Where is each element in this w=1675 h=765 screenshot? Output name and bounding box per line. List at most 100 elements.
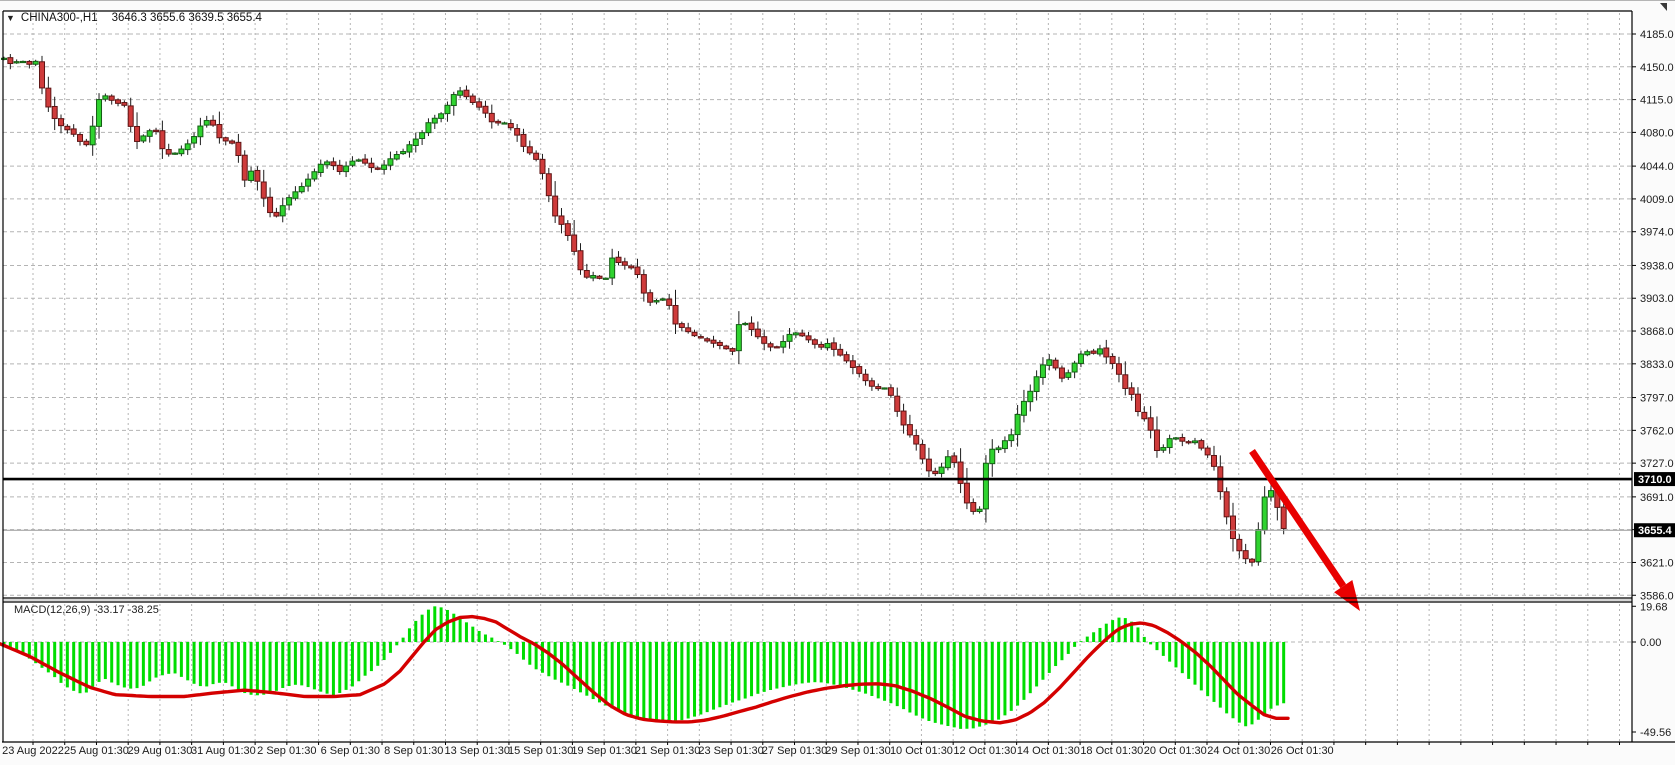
candle <box>1 56 7 61</box>
candle <box>995 445 1002 453</box>
price-tick-label: 3938.0 <box>1640 260 1674 272</box>
candle <box>393 150 400 161</box>
candle <box>1027 384 1034 412</box>
candle <box>482 100 489 118</box>
candle <box>514 124 521 142</box>
candle <box>1052 357 1059 371</box>
candle <box>507 119 514 131</box>
candle <box>298 182 305 194</box>
hline-price-tag: 3710.0 <box>1634 472 1675 487</box>
candle <box>906 414 913 438</box>
time-tick-label: 10 Oct 01:30 <box>890 745 953 757</box>
candle <box>267 187 274 218</box>
candle <box>1008 428 1015 447</box>
axes[interactable]: 4185.0 4150.0 4115.0 4080.0 4044.0 4009.0 3974… <box>2 10 1675 757</box>
candle <box>571 220 578 256</box>
candle <box>355 158 362 162</box>
candle <box>1268 485 1274 502</box>
candle <box>659 297 666 302</box>
candle <box>412 132 419 153</box>
candle <box>305 173 312 192</box>
candle <box>970 498 977 515</box>
candle <box>450 91 457 116</box>
price-tick-label: 3974.0 <box>1640 227 1674 239</box>
candle <box>723 344 730 350</box>
price-tick-label: 4185.0 <box>1640 29 1674 41</box>
candle <box>1229 502 1236 552</box>
candle <box>1242 543 1249 565</box>
candle <box>165 143 172 157</box>
macd-tick-label: 19.68 <box>1640 601 1668 613</box>
candle <box>13 59 20 64</box>
candle <box>64 124 71 134</box>
candle <box>51 96 58 131</box>
candle <box>590 271 597 282</box>
price-tick-label: 3903.0 <box>1640 293 1674 305</box>
candle <box>210 115 217 127</box>
candle <box>640 269 647 302</box>
candle <box>96 93 103 139</box>
candle <box>102 93 109 102</box>
candle <box>127 97 134 132</box>
time-tick-label: 19 Sep 01:30 <box>571 745 636 757</box>
candle <box>20 60 27 64</box>
candle <box>761 329 768 351</box>
candle <box>77 132 84 146</box>
candle <box>279 197 286 223</box>
candle <box>805 331 812 343</box>
candle <box>1033 370 1040 401</box>
candle <box>178 145 185 157</box>
candle <box>317 159 324 177</box>
candle <box>241 150 248 188</box>
candle <box>83 138 90 147</box>
macd-indicator-label: MACD(12,26,9) -33.17 -38.25 <box>14 604 159 616</box>
candle <box>1172 436 1179 441</box>
price-tick-label: 3762.0 <box>1640 425 1674 437</box>
candle <box>957 448 964 494</box>
price-tick-label: 4009.0 <box>1640 194 1674 206</box>
candle <box>1236 534 1243 559</box>
candle <box>786 328 793 349</box>
candle <box>254 166 261 191</box>
candle <box>273 207 280 218</box>
trend-arrow-head[interactable] <box>1334 579 1360 611</box>
candle <box>742 321 749 326</box>
price-tick-label: 3691.0 <box>1640 492 1674 504</box>
candle <box>881 387 888 390</box>
candle <box>191 132 198 148</box>
symbol-dropdown-icon[interactable]: ▼ <box>6 13 15 23</box>
candle <box>311 168 318 182</box>
candle <box>615 251 622 266</box>
candle <box>1198 438 1205 451</box>
time-tick-label: 15 Sep 01:30 <box>508 745 573 757</box>
candle <box>792 331 799 339</box>
time-tick-label: 27 Sep 01:30 <box>762 745 827 757</box>
trend-arrow-shaft[interactable] <box>1249 449 1347 589</box>
candle <box>1001 436 1008 453</box>
candle <box>583 263 590 279</box>
candle <box>647 289 654 306</box>
chart-title: ▼ CHINA300-,H1 3646.3 3655.6 3639.5 3655… <box>6 12 262 24</box>
candle <box>324 159 331 169</box>
candle <box>545 167 552 203</box>
candle <box>925 447 932 478</box>
candle <box>343 161 350 178</box>
candle <box>539 153 546 180</box>
candle <box>1153 416 1160 458</box>
candle <box>887 384 894 398</box>
candle <box>70 124 77 137</box>
candle <box>837 343 844 357</box>
candle <box>1014 405 1021 447</box>
candle <box>799 329 806 337</box>
price-tick-label: 4150.0 <box>1640 62 1674 74</box>
candle <box>108 94 115 105</box>
candle <box>1090 348 1097 355</box>
price-tick-label: 3797.0 <box>1640 393 1674 405</box>
candle <box>982 455 989 523</box>
candle <box>1255 522 1262 566</box>
candle <box>222 136 229 146</box>
candle <box>526 140 533 156</box>
candle <box>754 321 761 340</box>
